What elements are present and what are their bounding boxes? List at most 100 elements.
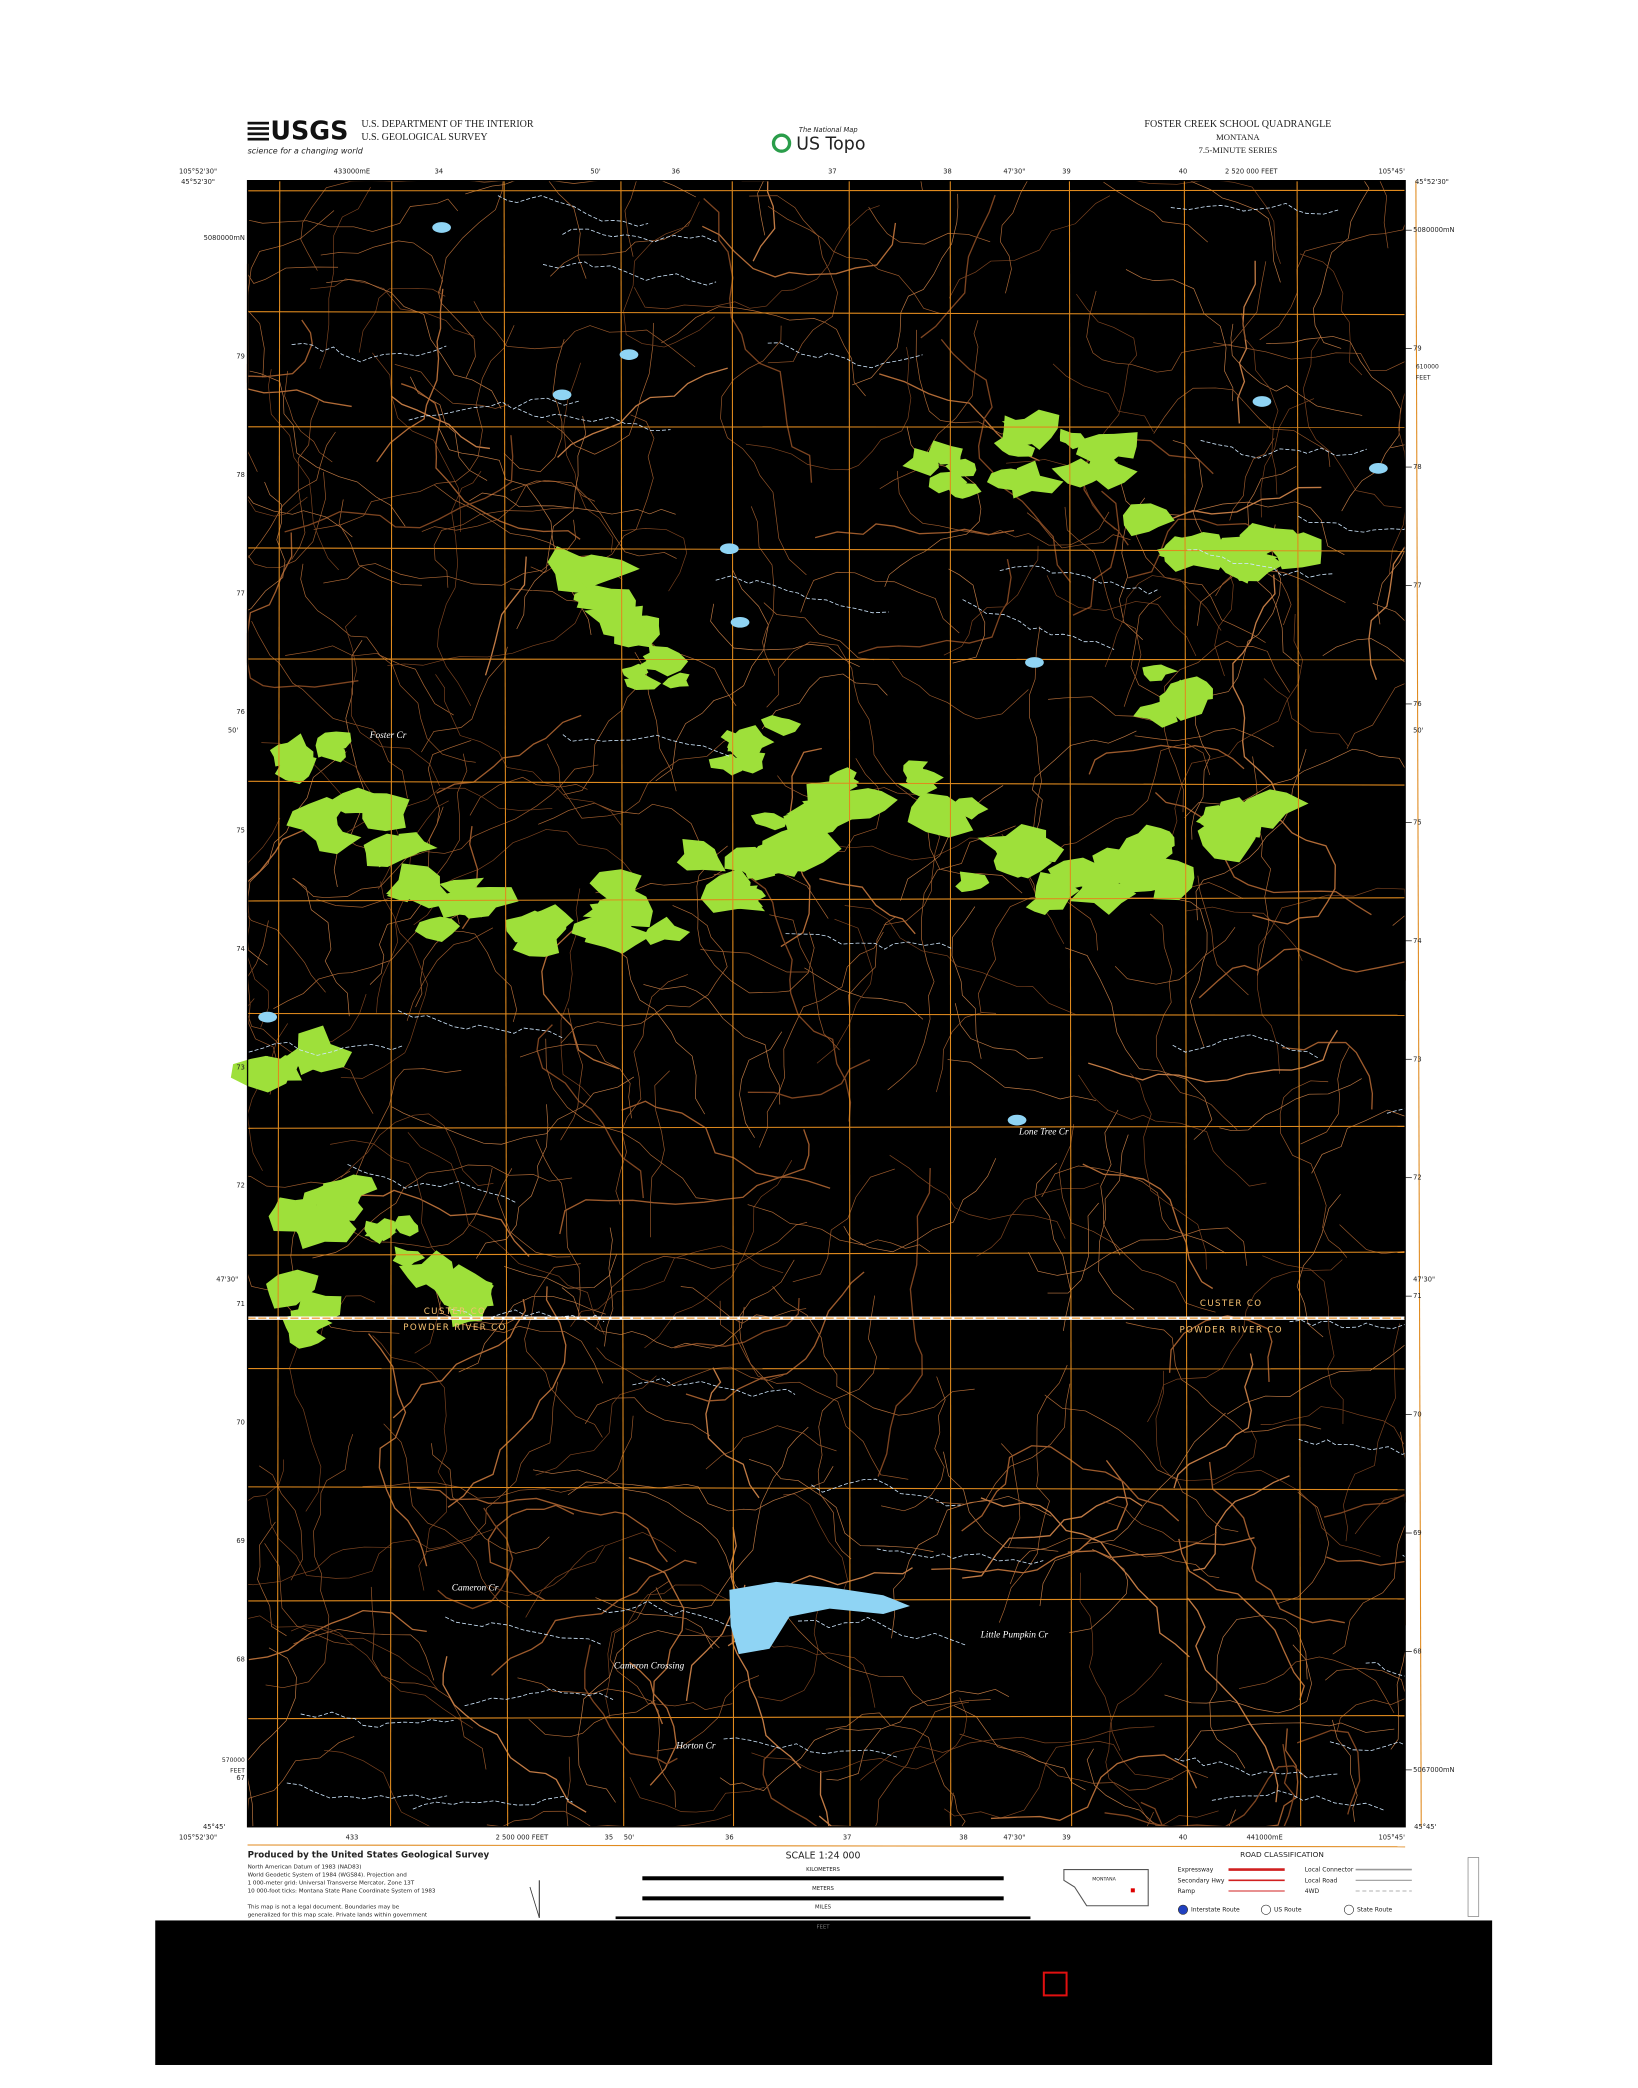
vegetation: [802, 788, 847, 820]
pond: [258, 1011, 278, 1023]
stream: [723, 1737, 898, 1758]
section-line: [620, 180, 625, 1827]
contour-line: [285, 645, 476, 763]
vegetation: [1025, 897, 1059, 915]
stream: [999, 565, 1158, 595]
county-label: POWDER RIVER CO: [1179, 1326, 1282, 1336]
contour-line: [621, 528, 687, 592]
contour-line: [944, 1741, 1174, 1819]
stream: [300, 1711, 454, 1728]
contour-line: [962, 1496, 1143, 1579]
stream: [811, 1478, 961, 1507]
contour-line: [1046, 575, 1197, 657]
contour-line: [340, 1113, 494, 1186]
section-line: [731, 180, 735, 1827]
contour-line: [326, 279, 502, 409]
vegetation: [512, 930, 560, 957]
contour-line: [1134, 728, 1274, 748]
northing-label: 5067000mN: [1413, 1766, 1454, 1774]
stream: [412, 1796, 573, 1810]
northing-label: 77: [1413, 582, 1422, 590]
contour-line: [547, 733, 750, 819]
contour-line: [705, 1425, 837, 1470]
vegetation: [321, 1174, 378, 1210]
contour-line: [936, 1383, 1071, 1505]
contour-line: [980, 1497, 1190, 1658]
vegetation: [1011, 460, 1064, 499]
vegetation: [445, 1277, 494, 1308]
contour-line: [319, 186, 371, 369]
vegetation: [1239, 523, 1306, 562]
feet-label: FEET: [1416, 374, 1431, 381]
contour-line: [977, 894, 1098, 1013]
pond: [719, 543, 739, 555]
section-line: [503, 180, 509, 1827]
contour-line: [247, 1546, 391, 1586]
pond: [1252, 396, 1272, 407]
frame-label: 34: [435, 167, 444, 175]
contour-line: [1044, 1394, 1239, 1532]
pond: [1025, 657, 1044, 668]
place-label: Horton Cr: [675, 1742, 716, 1752]
contour-line: [720, 325, 807, 576]
contour-line: [312, 1164, 573, 1259]
contour-line: [761, 673, 888, 730]
northing-label: 69: [236, 1537, 245, 1545]
contour-line: [284, 370, 333, 463]
contour-line: [559, 1129, 810, 1235]
place-label: Lone Tree Cr: [1018, 1127, 1069, 1137]
contour-line: [1041, 1165, 1248, 1266]
contour-line: [719, 1728, 881, 1792]
contour-line: [748, 1458, 934, 1552]
vegetation: [274, 753, 317, 785]
contour-line: [546, 322, 654, 455]
feet-label: 610000: [1416, 364, 1439, 371]
logo-text: USGS: [270, 115, 348, 145]
vegetation: [737, 887, 767, 908]
vegetation: [266, 1269, 319, 1309]
contour-line: [891, 1495, 1052, 1639]
map-neatline: [246, 180, 1406, 1828]
contour-line: [291, 399, 320, 560]
contour-line: [265, 1434, 354, 1689]
contour-line: [487, 1544, 604, 1597]
contour-line: [1103, 1501, 1217, 1543]
vegetation: [1122, 503, 1175, 537]
scale-unit: FEET: [816, 1925, 830, 1931]
vegetation: [1142, 664, 1179, 682]
minute-label: 47'30": [1413, 1275, 1435, 1283]
footer-note: North American Datum of 1983 (NAD83): [248, 1864, 362, 1870]
vegetation: [1092, 847, 1150, 880]
contour-line: [629, 1777, 765, 1813]
contour-line: [609, 1581, 733, 1711]
place-label: Cameron Cr: [452, 1584, 499, 1594]
pond: [1007, 1114, 1027, 1126]
frame-label: 441000mE: [1246, 1833, 1282, 1841]
road-class: Local Connector: [1305, 1867, 1354, 1874]
vegetation: [955, 871, 990, 893]
contour-line: [804, 967, 924, 1020]
vegetation: [1075, 432, 1138, 464]
vegetation: [708, 753, 747, 776]
contour-line: [819, 878, 916, 935]
contour-line: [407, 1132, 605, 1335]
contour-line: [1260, 1406, 1405, 1445]
contour-line: [372, 1335, 448, 1591]
contour-line: [767, 205, 941, 314]
contour-line: [290, 1624, 474, 1729]
contour-line: [1164, 1644, 1312, 1714]
minute-label: 47'30": [216, 1275, 238, 1283]
contour-line: [560, 888, 591, 1098]
contour-line: [1163, 640, 1290, 813]
corner-lat: 45°45': [1414, 1823, 1436, 1831]
vegetation: [571, 554, 640, 589]
contour-line: [998, 1364, 1068, 1623]
stream: [1187, 549, 1334, 578]
contour-line: [883, 822, 940, 926]
contour-line: [1105, 1662, 1219, 1827]
red-marker[interactable]: [1042, 1971, 1068, 1997]
contour-line: [491, 1559, 697, 1676]
section-line: [247, 311, 1406, 316]
contour-line: [1296, 1729, 1361, 1815]
stream: [542, 261, 717, 286]
